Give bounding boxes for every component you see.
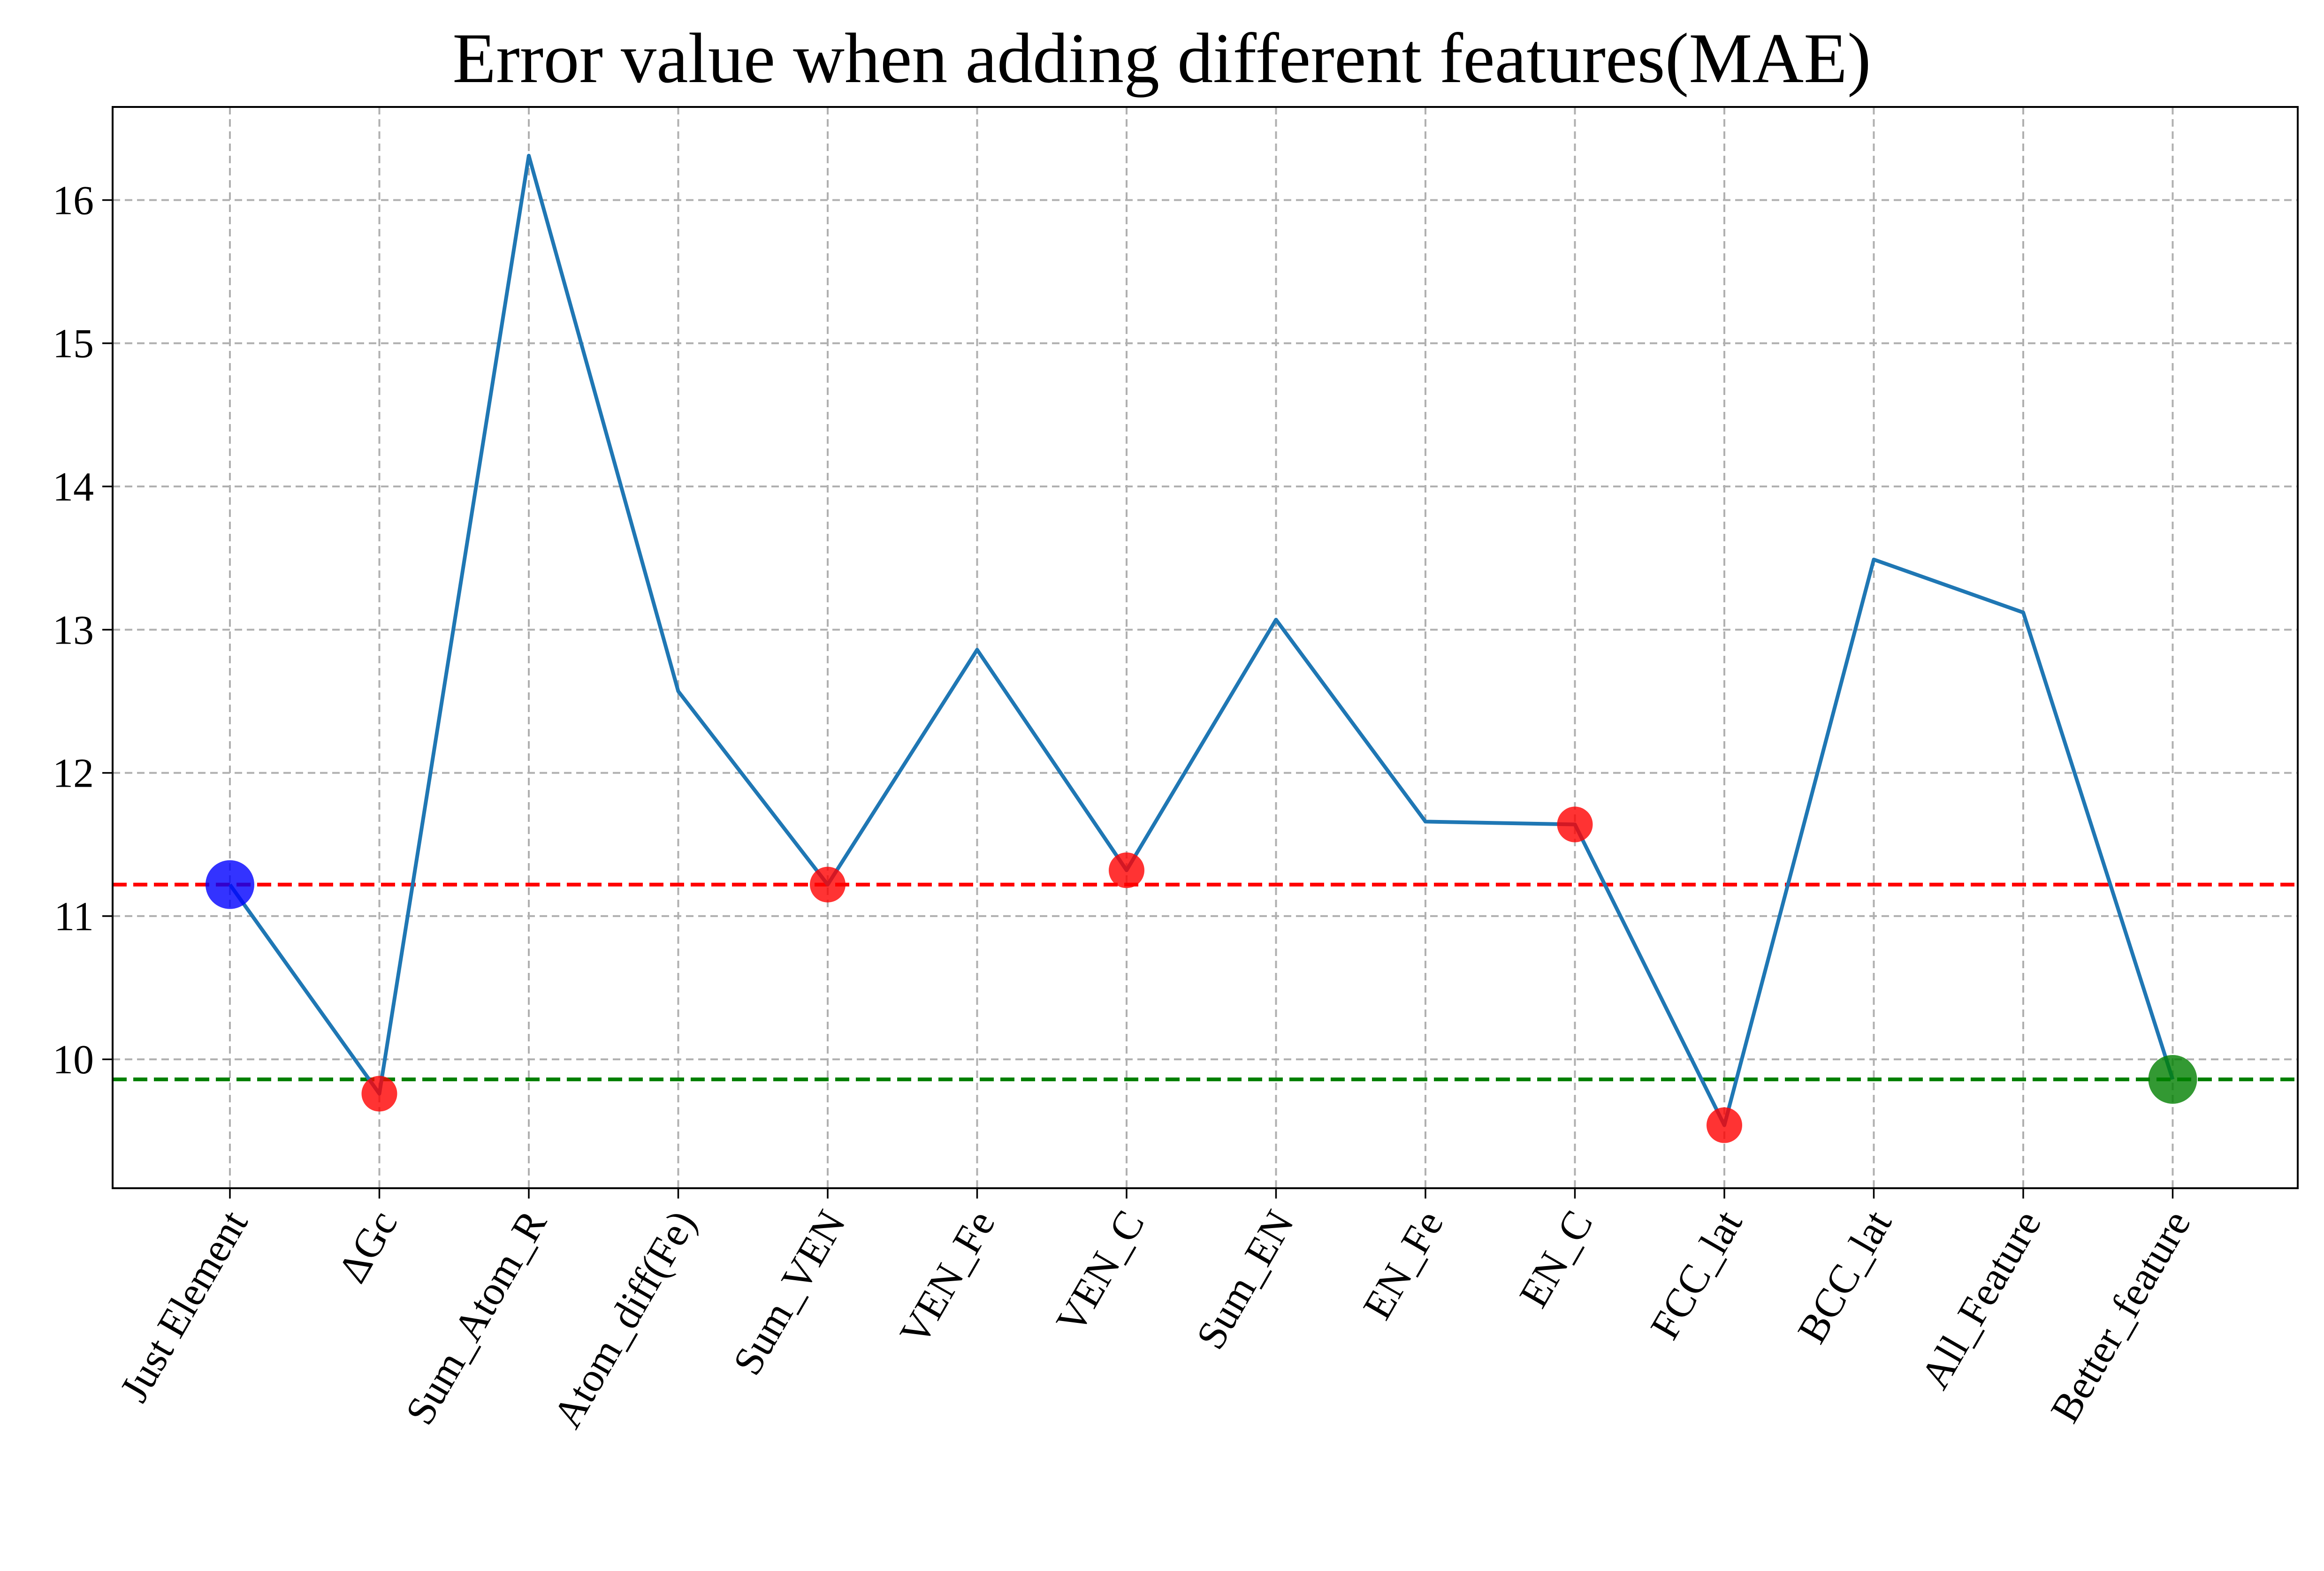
reference-lines bbox=[113, 882, 2298, 1081]
y-axis: 10 11 12 13 14 15 16 bbox=[53, 178, 113, 1083]
y-tick-label: 15 bbox=[53, 321, 94, 367]
x-tick-label: EN_C bbox=[1511, 1203, 1602, 1315]
markers bbox=[206, 806, 2197, 1143]
x-tick-label: Sum_Atom_R bbox=[397, 1203, 556, 1432]
x-tick-label: VEN_C bbox=[1048, 1203, 1154, 1341]
data-point-marker bbox=[361, 1076, 397, 1112]
data-point-marker bbox=[2148, 1055, 2197, 1104]
grid bbox=[113, 107, 2298, 1188]
series-line bbox=[228, 153, 2175, 1127]
x-tick-label: Atom_diff(Fe) bbox=[545, 1203, 705, 1436]
data-point-marker bbox=[810, 866, 846, 903]
x-tick-label: EN_Fe bbox=[1355, 1203, 1453, 1327]
y-tick-label: 10 bbox=[53, 1037, 94, 1083]
x-tick-label: All_Feature bbox=[1912, 1203, 2050, 1397]
y-tick-label: 11 bbox=[54, 894, 94, 940]
data-point-marker bbox=[1557, 806, 1593, 842]
data-point-marker bbox=[206, 860, 254, 909]
y-tick-label: 13 bbox=[53, 607, 94, 653]
y-tick-label: 12 bbox=[53, 751, 94, 797]
x-tick-label: Sum_VEN bbox=[724, 1203, 854, 1383]
data-point-marker bbox=[1109, 852, 1144, 888]
x-tick-label: ΔGc bbox=[329, 1203, 406, 1290]
data-point-marker bbox=[1707, 1107, 1742, 1143]
y-tick-label: 16 bbox=[53, 178, 94, 223]
series bbox=[228, 153, 2175, 1127]
x-tick-label: FCC_lat bbox=[1642, 1203, 1751, 1347]
chart-title: Error value when adding different featur… bbox=[452, 19, 1871, 98]
y-tick-label: 14 bbox=[53, 464, 94, 510]
x-tick-label: Sum_EN bbox=[1188, 1203, 1303, 1357]
axes-frame bbox=[112, 106, 2299, 1189]
x-tick-label: BCC_lat bbox=[1789, 1203, 1901, 1351]
x-tick-label: VEN_Fe bbox=[891, 1203, 1004, 1353]
x-tick-label: Just Element bbox=[111, 1203, 257, 1410]
x-tick-label: Better_feature bbox=[2042, 1203, 2200, 1430]
